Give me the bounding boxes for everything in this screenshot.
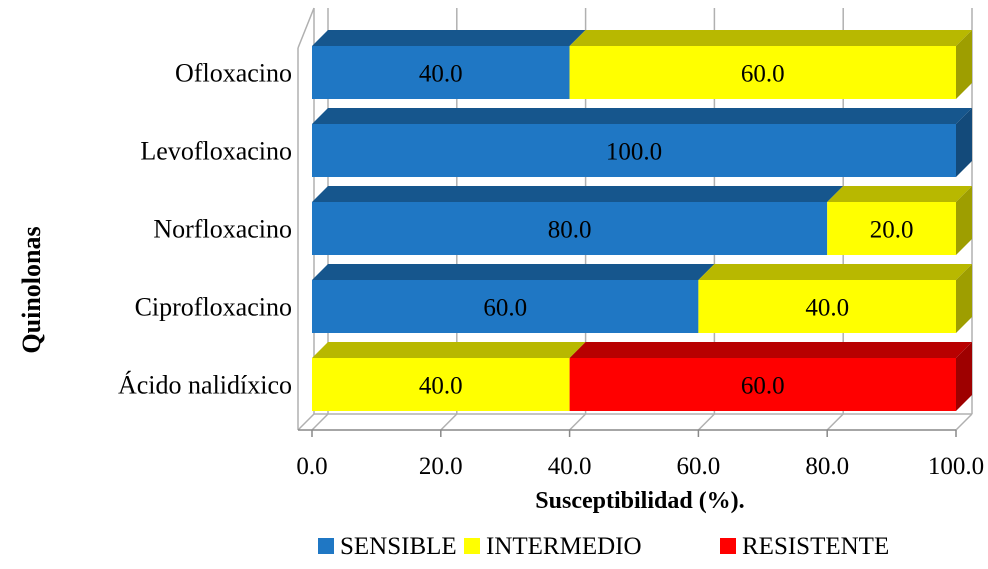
legend-swatch xyxy=(464,538,480,554)
bar-top-face xyxy=(312,264,715,280)
floor-gridline xyxy=(955,413,973,431)
bar-side-face xyxy=(956,30,972,99)
legend-label: SENSIBLE xyxy=(340,533,457,560)
bars-layer xyxy=(312,30,972,411)
bar-segment-sensible xyxy=(312,30,586,99)
labels-layer: Ofloxacino 40.0 60.0 Levofloxacino 100.0 Norf… xyxy=(118,59,913,400)
floor-gridline xyxy=(826,413,844,431)
bar-side-face xyxy=(956,264,972,333)
x-tick-label: 0.0 xyxy=(296,453,327,480)
category-label: Ofloxacino xyxy=(175,59,292,88)
data-label: 40.0 xyxy=(419,373,463,400)
bar-segment-intermedio xyxy=(827,186,972,255)
category-label: Norfloxacino xyxy=(153,215,292,244)
bar-segment-intermedio xyxy=(569,30,972,99)
bar-top-face xyxy=(827,186,972,202)
data-label: 100.0 xyxy=(606,139,662,166)
x-axis-title: Susceptibilidad (%). xyxy=(535,488,744,514)
legend-swatch xyxy=(318,538,334,554)
x-tick-label: 60.0 xyxy=(677,453,721,480)
side-wall-top-edge xyxy=(297,7,315,49)
floor-gridline xyxy=(697,413,715,431)
legend-label: INTERMEDIO xyxy=(486,533,642,560)
floor-gridline xyxy=(440,413,458,431)
bar-top-face xyxy=(312,30,586,46)
bar-front-face xyxy=(312,358,570,411)
bar-front-face xyxy=(698,280,956,333)
bar-segment-resistente xyxy=(569,342,972,411)
category-label: Levofloxacino xyxy=(140,137,292,166)
bar-top-face xyxy=(698,264,972,280)
bar-front-face xyxy=(827,202,956,255)
data-label: 40.0 xyxy=(419,61,463,88)
floor-side-edge xyxy=(297,413,315,431)
x-tick-label: 20.0 xyxy=(419,453,463,480)
bar-front-face xyxy=(312,280,699,333)
legend: SENSIBLE INTERMEDIO RESISTENTE xyxy=(318,533,889,560)
floor-gridline xyxy=(311,413,329,431)
bar-segment-sensible xyxy=(312,264,715,333)
data-label: 60.0 xyxy=(741,373,785,400)
data-label: 20.0 xyxy=(870,217,914,244)
legend-swatch xyxy=(720,538,736,554)
bar-segment-intermedio xyxy=(698,264,972,333)
x-tick-label: 40.0 xyxy=(548,453,592,480)
bar-front-face xyxy=(312,124,956,177)
bar-side-face xyxy=(956,186,972,255)
bar-top-face xyxy=(569,30,972,46)
x-tick-label: 100.0 xyxy=(928,453,984,480)
y-axis-title: Quinolonas xyxy=(17,226,46,353)
floor-gridline xyxy=(569,413,587,431)
bar-top-face xyxy=(312,186,844,202)
bar-top-face xyxy=(569,342,972,358)
bar-front-face xyxy=(569,358,956,411)
axis-layer: 0.0 20.0 40.0 60.0 80.0 100.0 xyxy=(296,429,984,480)
data-label: 60.0 xyxy=(483,295,527,322)
data-label: 80.0 xyxy=(548,217,592,244)
data-label: 60.0 xyxy=(741,61,785,88)
bar-top-face xyxy=(312,342,586,358)
category-label: Ciprofloxacino xyxy=(135,293,292,322)
bar-segment-intermedio xyxy=(312,342,586,411)
bar-front-face xyxy=(312,202,828,255)
bar-segment-sensible xyxy=(312,108,972,177)
data-label: 40.0 xyxy=(805,295,849,322)
bar-front-face xyxy=(312,46,570,99)
bar-front-face xyxy=(569,46,956,99)
category-label: Ácido nalidíxico xyxy=(118,371,292,400)
legend-label: RESISTENTE xyxy=(742,533,889,560)
bar-side-face xyxy=(956,342,972,411)
bar-side-face xyxy=(956,108,972,177)
x-tick-label: 80.0 xyxy=(805,453,849,480)
bar-segment-sensible xyxy=(312,186,844,255)
bar-top-face xyxy=(312,108,972,124)
